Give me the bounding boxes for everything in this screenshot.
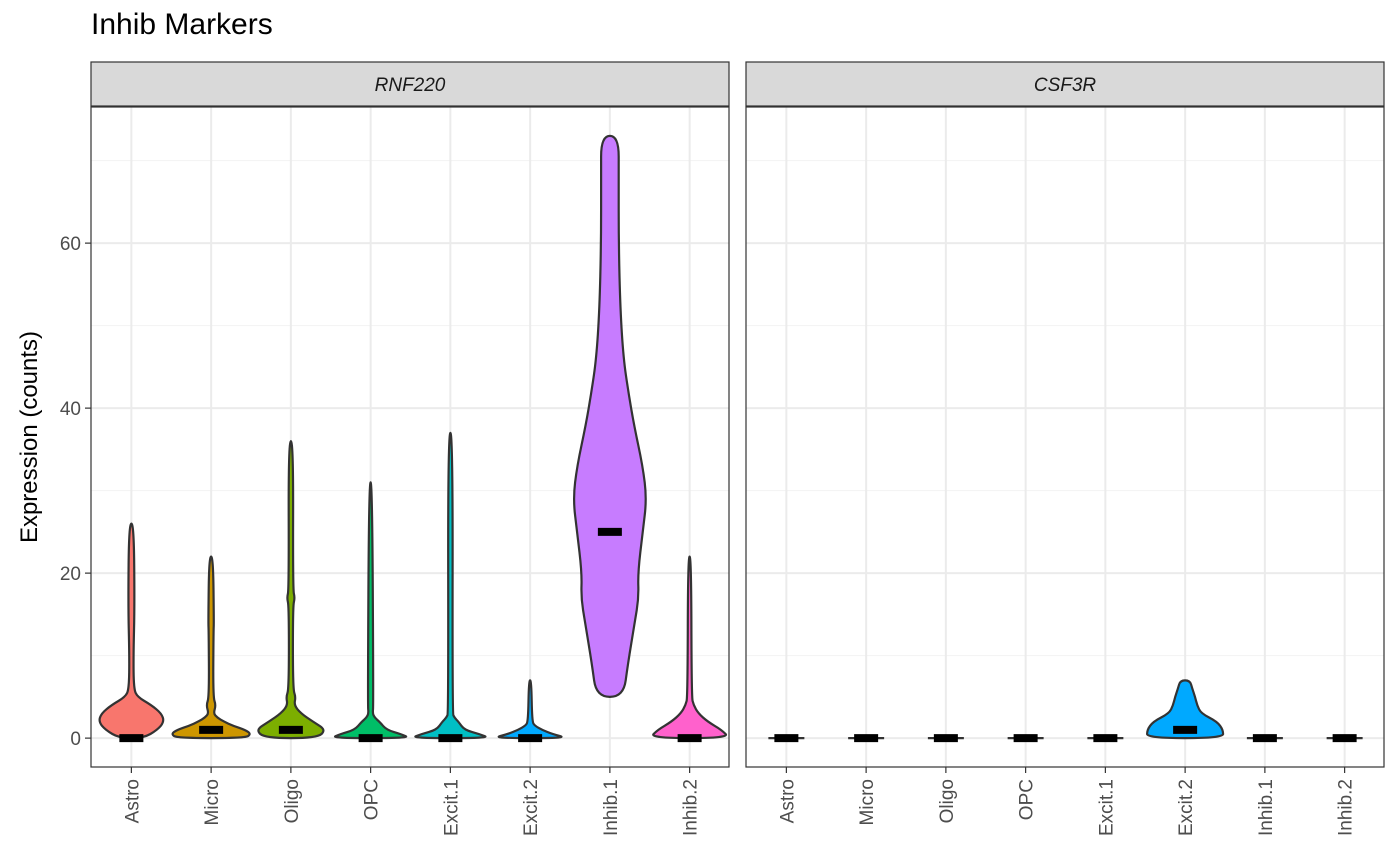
x-tick-label: OPC: [1017, 779, 1038, 820]
median-marker: [933, 734, 958, 743]
x-tick-label: Micro: [857, 779, 878, 825]
median-marker: [1332, 734, 1357, 743]
panel-border: [745, 106, 1385, 768]
x-tick-label: Excit.2: [521, 779, 542, 836]
panel-border: [90, 106, 730, 768]
x-tick-label: Excit.2: [1176, 779, 1197, 836]
x-tick-label: Astro: [777, 779, 798, 823]
median-marker: [278, 725, 303, 734]
facet-strip: [745, 61, 1385, 107]
facet-strip-label: RNF220: [375, 75, 446, 96]
x-tick-label: Inhib.2: [681, 779, 702, 836]
panel-background: [746, 107, 1384, 767]
panel-csf3r: CSF3R Astro Micro Oligo OPC Excit.1 Excit.2 Inh…: [745, 61, 1385, 836]
violin-excit.1: [414, 431, 487, 740]
facet-strip-label: CSF3R: [1034, 75, 1097, 96]
x-tick-label: Oligo: [937, 779, 958, 823]
x-tick-label: Astro: [122, 779, 143, 823]
chart-title: Inhib Markers: [91, 8, 273, 41]
median-marker: [854, 734, 879, 743]
x-tick-label: Excit.1: [441, 779, 462, 836]
x-tick-label: Inhib.1: [601, 779, 622, 836]
violin-astro: [98, 522, 165, 740]
violin-inhib.2: [652, 555, 728, 740]
median-marker: [119, 734, 144, 743]
median-marker: [1093, 734, 1118, 743]
y-tick-label: 20: [60, 564, 81, 585]
median-marker: [677, 734, 702, 743]
violin-excit.2: [497, 679, 563, 740]
violin-oligo: [257, 440, 325, 740]
x-tick-label: Inhib.2: [1336, 779, 1357, 836]
violin-micro: [171, 555, 251, 740]
y-tick-label: 60: [60, 234, 81, 255]
median-marker: [1173, 725, 1198, 734]
median-marker: [358, 734, 383, 743]
median-marker: [199, 725, 224, 734]
violin-opc: [333, 481, 408, 740]
violin-inhib.1: [573, 134, 647, 698]
x-tick-label: Micro: [202, 779, 223, 825]
y-tick-label: 0: [70, 729, 81, 750]
x-tick-label: Oligo: [282, 779, 303, 823]
median-marker: [438, 734, 463, 743]
median-marker: [1013, 734, 1038, 743]
x-tick-label: Inhib.1: [1256, 779, 1277, 836]
x-tick-label: OPC: [362, 779, 383, 820]
y-tick-label: 40: [60, 399, 81, 420]
violin-excit.2: [1146, 679, 1225, 740]
median-marker: [597, 527, 622, 536]
median-marker: [1252, 734, 1277, 743]
x-tick-label: Excit.1: [1096, 779, 1117, 836]
facet-strip: [90, 61, 730, 107]
median-marker: [774, 734, 799, 743]
median-marker: [518, 734, 543, 743]
panel-rnf220: RNF220 Astro Micro Oligo OPC Excit.1 Excit.2 In…: [60, 61, 730, 836]
